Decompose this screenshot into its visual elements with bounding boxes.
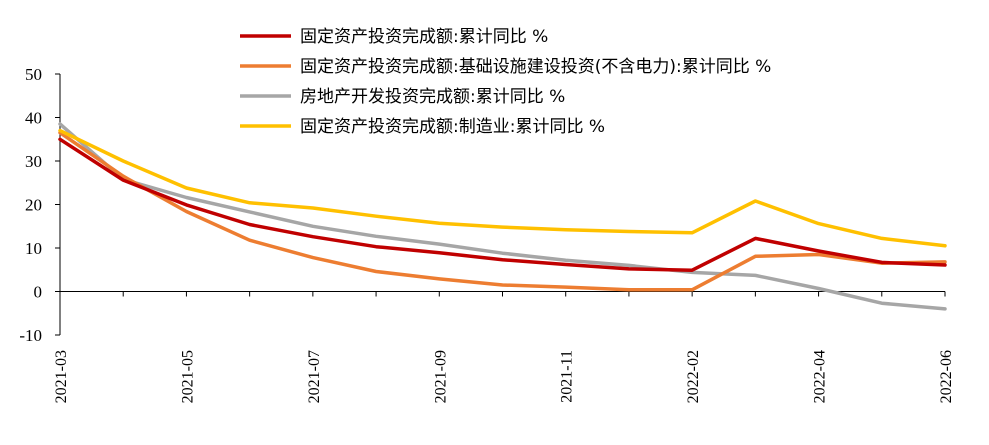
series-line-4 xyxy=(58,128,947,248)
x-tick-label: 2022-04 xyxy=(812,350,829,403)
tick-labels: -10 0 10 20 30 40 50 2021-03 2021-05 2021-07 2021-… xyxy=(19,65,955,403)
y-tick-label: 40 xyxy=(25,109,42,128)
y-tick-label: -10 xyxy=(19,326,42,345)
x-tick-label: 2021-09 xyxy=(432,350,449,403)
y-tick-label: 50 xyxy=(25,65,42,84)
legend-label-1: 固定资产投资完成额:累计同比 % xyxy=(300,27,548,47)
x-tick-label: 2022-06 xyxy=(938,350,955,403)
legend-label-4: 固定资产投资完成额:制造业:累计同比 % xyxy=(300,117,605,137)
axes xyxy=(55,73,946,336)
y-tick-label: 10 xyxy=(25,239,42,258)
y-tick-label: 20 xyxy=(25,196,42,215)
y-tick-label: 0 xyxy=(34,283,43,302)
series-line-2 xyxy=(58,130,947,292)
legend-label-2: 固定资产投资完成额:基础设施建设投资(不含电力):累计同比 % xyxy=(300,57,771,77)
x-tick-label: 2021-11 xyxy=(559,350,576,403)
x-tick-label: 2021-05 xyxy=(179,350,196,403)
y-tick-label: 30 xyxy=(25,152,42,171)
x-tick-label: 2021-03 xyxy=(53,350,70,403)
legend: 固定资产投资完成额:累计同比 % 固定资产投资完成额:基础设施建设投资(不含电力)… xyxy=(240,27,771,137)
series-line-3 xyxy=(58,122,947,311)
x-tick-label: 2021-07 xyxy=(306,350,323,403)
series-line-1 xyxy=(58,137,947,272)
x-tick-label: 2022-02 xyxy=(685,350,702,403)
series-layer xyxy=(58,122,947,311)
legend-label-3: 房地产开发投资完成额:累计同比 % xyxy=(300,87,565,107)
